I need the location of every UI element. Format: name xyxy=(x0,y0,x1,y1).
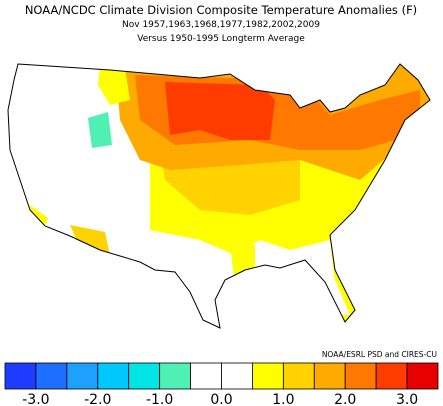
colorbar-swatch xyxy=(221,362,253,390)
region-warm-3 xyxy=(165,82,275,140)
colorbar-swatch xyxy=(159,362,191,390)
colorbar-label: 0.0 xyxy=(210,392,232,406)
colorbar-swatch xyxy=(97,362,130,390)
colorbar-swatch xyxy=(128,362,161,390)
colorbar-swatch xyxy=(282,362,315,390)
colorbar-swatch xyxy=(375,362,408,390)
colorbar-swatch xyxy=(35,362,68,390)
us-outline xyxy=(7,63,431,329)
credit: NOAA/ESRL PSD and CIRES-CU xyxy=(322,350,437,359)
colorbar-swatch xyxy=(190,362,222,390)
colorbar-label: 3.0 xyxy=(396,392,418,406)
region-cool-1 xyxy=(88,112,112,148)
region-warm-1 xyxy=(98,66,130,105)
map-subtitle: Nov 1957,1963,1968,1977,1982,2002,2009 xyxy=(122,20,320,30)
colorbar-label: -3.0 xyxy=(22,392,49,406)
colorbar-swatch xyxy=(406,362,439,390)
anomaly-map xyxy=(8,64,430,328)
colorbar-swatch xyxy=(252,362,284,390)
colorbar-label: 1.0 xyxy=(272,392,294,406)
map-subtitle: Versus 1950-1995 Longterm Average xyxy=(137,34,305,44)
colorbar-label: -1.0 xyxy=(146,392,173,406)
region-warm-1 xyxy=(230,245,255,290)
colorbar-swatch xyxy=(66,362,99,390)
colorbar-swatch xyxy=(313,362,346,390)
colorbar-label: -2.0 xyxy=(84,392,111,406)
colorbar: -3.0 -2.0 -1.0 0.0 1.0 2.0 3.0 xyxy=(4,362,439,406)
colorbar-label: 2.0 xyxy=(334,392,356,406)
colorbar-swatch xyxy=(344,362,377,390)
colorbar-swatch xyxy=(4,362,37,390)
map-title: NOAA/NCDC Climate Division Composite Tem… xyxy=(25,3,417,17)
